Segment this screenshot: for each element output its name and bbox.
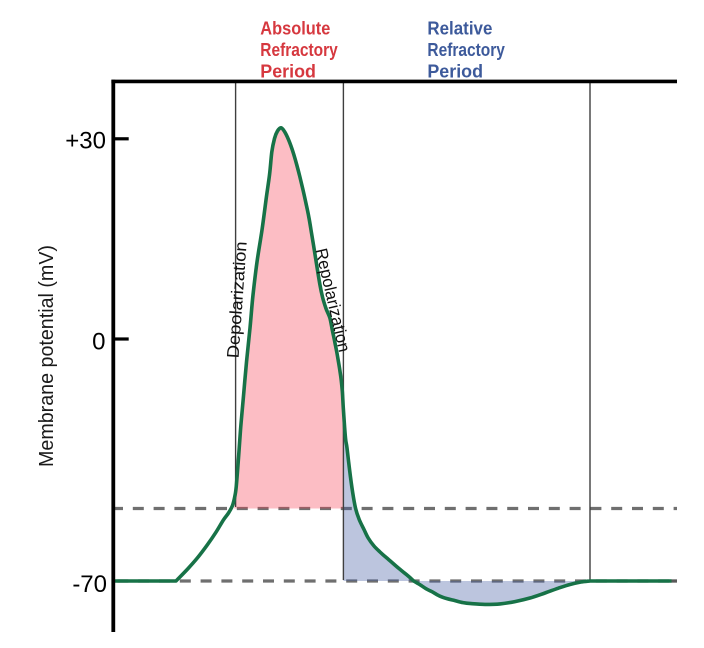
svg-text:Refractory: Refractory [427,39,505,60]
svg-text:Refractory: Refractory [260,39,338,60]
svg-text:Period: Period [260,60,316,81]
svg-text:+30: +30 [65,127,106,154]
svg-text:Absolute: Absolute [260,17,330,38]
svg-text:Relative: Relative [427,17,492,38]
svg-text:Membrane potential (mV): Membrane potential (mV) [35,245,58,467]
svg-text:Period: Period [427,60,483,81]
svg-text:-70: -70 [72,571,107,598]
svg-text:0: 0 [92,328,105,355]
